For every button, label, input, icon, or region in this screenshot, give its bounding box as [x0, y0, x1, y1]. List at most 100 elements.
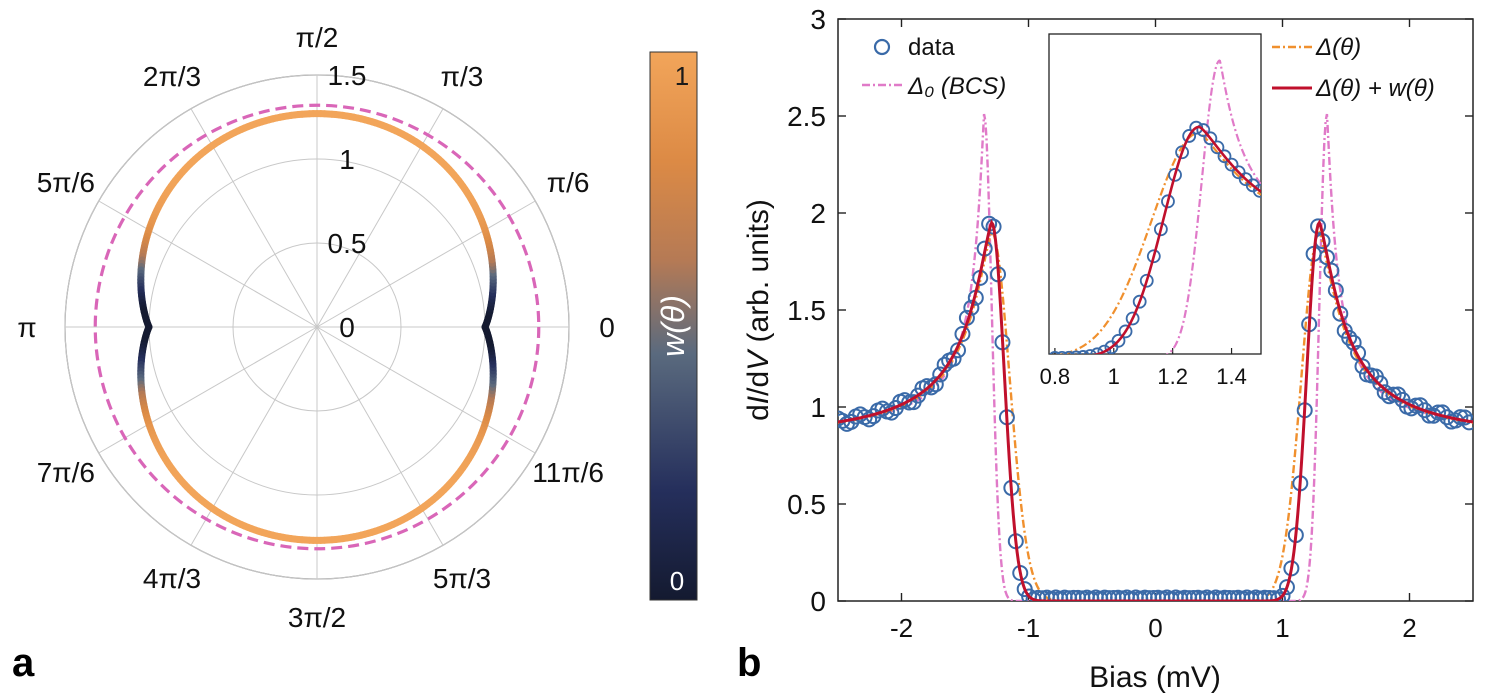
panel-label-b: b [737, 641, 761, 685]
colorbar-max-label: 1 [675, 61, 689, 91]
polar-angle-labels: 0 π/6 π/3 π/2 2π/3 5π/6 π 7π/6 4π/3 3π/2 5π/3 11π/6 [17, 22, 614, 633]
inset-x-tick-label: 0.8 [1040, 364, 1071, 389]
x-tick-label: 0 [1148, 613, 1162, 643]
data-point [927, 376, 944, 393]
inset-x-tick-label: 1.4 [1216, 364, 1247, 389]
panel-label-a: a [12, 641, 35, 685]
x-tick-label: 1 [1275, 613, 1289, 643]
polar-angle-label: 4π/3 [143, 563, 201, 594]
polar-angle-label: 0 [599, 312, 615, 343]
inset-data-point [1210, 140, 1225, 155]
polar-grid-spoke [98, 200, 318, 328]
legend-delta-label: Δ(θ) [1315, 34, 1361, 61]
legend-bcs-label: Δ₀ (BCS) [907, 73, 1006, 100]
polar-grid-spoke [316, 326, 536, 454]
inset-data-point [1090, 347, 1105, 354]
colorbar: 1 0 w(θ) [649, 51, 698, 601]
polar-gap-segment [481, 323, 490, 334]
inset-data-point [1049, 351, 1061, 354]
colorbar-label: w(θ) [655, 295, 691, 357]
data-point [963, 299, 980, 316]
inset-data-point [1076, 350, 1090, 354]
inset-ticks: 0.8 1 1.2 1.4 [1040, 348, 1247, 389]
polar-angle-label: π/3 [441, 61, 484, 92]
inset-data-point [1111, 333, 1126, 348]
y-tick-label: 0.5 [787, 489, 826, 520]
data-point [1461, 414, 1473, 431]
colorbar-min-label: 0 [670, 566, 684, 596]
legend-data-label: data [908, 34, 955, 61]
data-point [1372, 375, 1389, 392]
inset-data-point [1161, 194, 1175, 209]
inset-data-point [1252, 183, 1261, 198]
inset-data-point [1224, 157, 1239, 172]
inset-data-point [1118, 324, 1133, 339]
inset-series-fit [1093, 125, 1261, 354]
inset-data-point [1153, 222, 1168, 237]
inset-data-point [1070, 350, 1083, 354]
colorbar-gradient [649, 51, 698, 601]
curves [838, 113, 1473, 601]
inset-data-point [1083, 349, 1097, 354]
data-point [1434, 404, 1451, 421]
data-point [1354, 358, 1371, 375]
data-point [1274, 587, 1291, 601]
data-point [923, 379, 940, 396]
inset-data-point [1217, 149, 1232, 164]
inset-x-tick-label: 1 [1108, 364, 1120, 389]
spectrum-plot: -2 -1 0 1 200.511.522.53 dI/dV (arb. units) … [742, 4, 1474, 694]
axis-ticks: -2 -1 0 1 2 0 0.5 1 1.5 2 2.5 3 [787, 4, 1473, 643]
legend-data-marker [873, 38, 891, 56]
inset-data-point [1231, 165, 1246, 180]
polar-angle-label: 7π/6 [37, 457, 95, 488]
inset-data-point [1097, 344, 1112, 354]
series-delta-theta [838, 230, 1473, 601]
data-point [1310, 218, 1327, 235]
polar-angle-label: 5π/6 [37, 167, 95, 198]
inset-series-bcs [1165, 59, 1261, 354]
inset-frame [1048, 33, 1262, 355]
y-tick-label: 1.5 [787, 295, 826, 326]
y-axis-label: dI/dV (arb. units) [742, 199, 775, 421]
inset-data-point [1125, 311, 1140, 326]
y-tick-label: 3 [810, 4, 826, 35]
inset-data-point [1063, 350, 1075, 354]
series-bcs [838, 113, 1473, 601]
inset-curves [1049, 59, 1261, 354]
x-tick-label: 2 [1402, 613, 1416, 643]
y-tick-label: 1 [810, 392, 826, 423]
polar-angle-label: 2π/3 [143, 61, 201, 92]
inset-data-point [1132, 294, 1147, 309]
data-point [954, 325, 971, 342]
inset-data-point [1182, 129, 1197, 143]
data-point [1456, 409, 1473, 426]
polar-angle-label: π [17, 312, 36, 343]
polar-curves [93, 103, 541, 551]
polar-radial-label: 1 [339, 144, 355, 175]
y-tick-label: 0 [810, 586, 826, 617]
data-point [1385, 386, 1402, 403]
polar-grid-spoke [98, 326, 318, 454]
polar-bcs-circle [93, 103, 541, 551]
series-fit [838, 219, 1473, 601]
legend-fit-label: Δ(θ) + w(θ) [1315, 75, 1435, 102]
inset-x-tick-label: 1.2 [1157, 364, 1188, 389]
legend: data Δ₀ (BCS) Δ(θ) Δ(θ) + w(θ) [862, 34, 1435, 102]
polar-angle-label: π/6 [547, 167, 590, 198]
polar-angle-label: 5π/3 [433, 563, 491, 594]
inset-data-point [1146, 249, 1161, 264]
y-tick-label: 2 [810, 198, 826, 229]
polar-radial-label: 1.5 [328, 60, 367, 91]
polar-radial-labels: 0 0.5 1 1.5 [328, 60, 367, 343]
polar-angle-label: 3π/2 [288, 602, 346, 633]
data-point [945, 350, 962, 367]
inset-data-point [1175, 145, 1189, 160]
inset-data-point [1203, 131, 1218, 146]
data-point [861, 411, 878, 428]
x-axis-label: Bias (mV) [1089, 661, 1221, 694]
data-point [932, 366, 949, 383]
inset-data-point [1056, 350, 1068, 354]
polar-radial-label: 0 [339, 312, 355, 343]
data-point [1278, 579, 1295, 596]
